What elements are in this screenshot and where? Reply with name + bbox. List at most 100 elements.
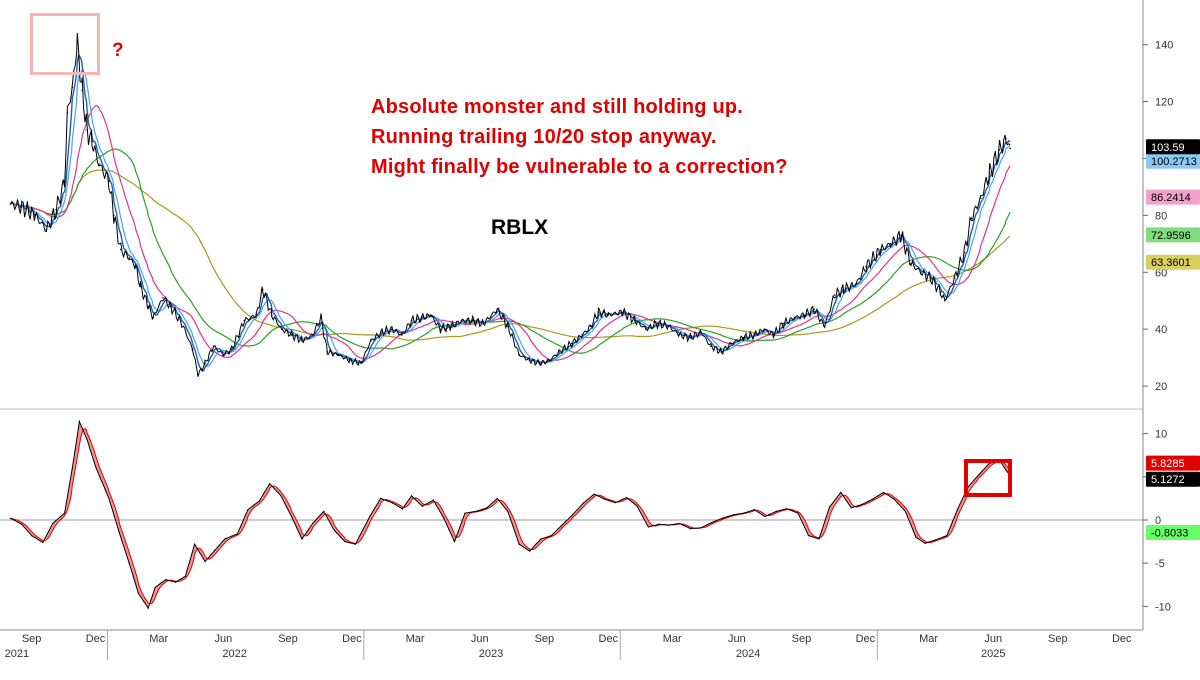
x-month-label: Jun — [728, 633, 746, 645]
osc-point — [258, 500, 260, 502]
price-point — [880, 248, 882, 251]
price-point — [311, 334, 314, 336]
price-point — [720, 351, 723, 353]
price-point — [753, 334, 756, 336]
price-point — [204, 362, 206, 365]
osc-point — [71, 467, 73, 469]
osc-y-tick-label: -5 — [1155, 558, 1165, 570]
price-point — [518, 354, 520, 356]
osc-point — [764, 515, 766, 518]
price-point — [782, 322, 784, 325]
osc-point — [344, 541, 346, 543]
osc-point — [850, 507, 852, 509]
osc-point — [21, 523, 23, 525]
osc-point — [475, 510, 477, 512]
osc-point — [786, 508, 788, 510]
x-year-label: 2024 — [736, 648, 760, 660]
osc-point — [668, 524, 670, 526]
osc-point — [807, 535, 810, 537]
price-point — [622, 311, 624, 313]
price-point — [66, 112, 69, 114]
osc-point — [550, 535, 553, 537]
x-month-label: Jun — [214, 633, 232, 645]
ma50-value-badge: 86.2414 — [1151, 192, 1191, 204]
osc-point — [946, 535, 948, 537]
price-point — [803, 314, 806, 316]
price-point — [528, 359, 531, 362]
price-point — [482, 322, 485, 325]
osc-point — [518, 543, 520, 545]
osc-point — [86, 439, 88, 441]
price-point — [326, 351, 329, 353]
osc-value-badge: 5.1272 — [1151, 474, 1185, 486]
x-month-label: Dec — [1112, 633, 1132, 645]
osc-signal-badge: 5.8285 — [1151, 458, 1185, 470]
x-month-label: Dec — [599, 633, 619, 645]
ticker-label: RBLX — [491, 216, 549, 239]
price-point — [656, 322, 659, 325]
price-point — [793, 317, 796, 319]
price-point — [910, 262, 912, 265]
price-point — [169, 305, 172, 308]
osc-point — [840, 491, 842, 493]
osc-point — [678, 522, 680, 525]
price-point — [471, 319, 474, 322]
osc-point — [204, 560, 206, 563]
price-point — [979, 197, 982, 200]
osc-y-tick-label: -10 — [1155, 601, 1171, 613]
x-month-label: Dec — [856, 633, 876, 645]
price-point — [823, 325, 826, 328]
price-point — [970, 217, 973, 219]
price-point — [98, 163, 100, 165]
price-point — [370, 339, 372, 342]
osc-point — [561, 524, 563, 526]
osc-point — [369, 515, 371, 517]
price-point — [81, 89, 83, 91]
price-point — [813, 308, 815, 311]
osc-point — [710, 522, 713, 524]
price-point — [290, 334, 293, 336]
price-point — [134, 265, 137, 268]
price-value-badge-bg — [1146, 139, 1200, 155]
osc-point — [626, 496, 628, 499]
osc-hist-badge: -0.8033 — [1151, 527, 1188, 539]
x-year-label: 2021 — [5, 648, 29, 660]
osc-point — [529, 550, 531, 552]
price-point — [460, 319, 463, 322]
ma200-value-badge: 63.3601 — [1151, 257, 1191, 269]
price-point — [1005, 137, 1007, 140]
osc-point — [593, 493, 595, 495]
osc-point — [118, 532, 120, 534]
price-point — [558, 351, 560, 353]
price-point — [231, 348, 233, 350]
osc-point — [700, 527, 702, 529]
price-point — [507, 325, 509, 328]
price-point — [91, 140, 93, 143]
osc-hist-badge-bg — [1146, 524, 1200, 540]
osc-point — [861, 503, 863, 505]
price-point — [730, 342, 732, 345]
osc-point — [214, 549, 216, 551]
price-point — [162, 297, 164, 299]
price-ma200-line — [10, 169, 1011, 341]
price-point — [360, 362, 362, 365]
osc-point — [165, 579, 167, 581]
osc-point — [915, 536, 917, 538]
osc-point — [175, 581, 177, 583]
osc-point — [507, 510, 509, 512]
price-point — [152, 317, 154, 319]
axes-layer: 20406080100120140-10-50510SepDecMarJunSe… — [0, 0, 1200, 660]
price-point — [76, 41, 79, 43]
osc-point — [147, 607, 149, 609]
osc-point — [647, 526, 649, 528]
osc-point — [935, 539, 937, 541]
price-point — [9, 203, 12, 205]
price-point — [667, 325, 670, 328]
osc-point — [401, 508, 404, 510]
price-point — [842, 288, 845, 291]
x-month-label: Dec — [86, 633, 106, 645]
osc-point — [52, 522, 54, 525]
price-y-tick-label: 20 — [1155, 381, 1167, 393]
price-point — [1009, 147, 1011, 150]
